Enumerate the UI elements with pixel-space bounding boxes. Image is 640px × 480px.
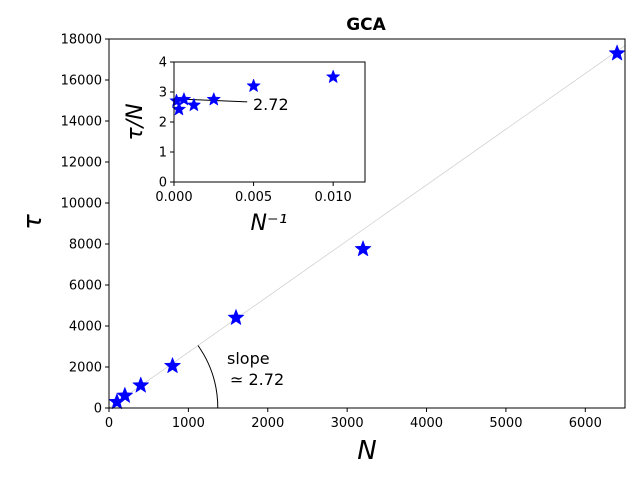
- data-point-2: [131, 376, 150, 393]
- inset-x-ticks: 0.000 0.005 0.010: [155, 182, 352, 205]
- slope-label: slope: [227, 349, 270, 368]
- y-tick-label: 0: [94, 402, 102, 417]
- main-x-ticks: 0 1000 2000 3000 4000 5000 6000: [105, 408, 602, 431]
- inset-y-tick-label: 3: [159, 86, 167, 101]
- x-tick-label: 2000: [251, 416, 284, 431]
- data-point-4: [227, 308, 245, 326]
- inset-x-tick-label: 0.005: [235, 190, 272, 205]
- inset-data-point-4: [206, 91, 222, 106]
- chart-title: GCA: [346, 15, 386, 35]
- inset-value-label: 2.72: [253, 95, 289, 114]
- inset-data-points: [169, 69, 341, 116]
- inset-data-point-6: [325, 69, 341, 84]
- data-point-3: [163, 356, 182, 374]
- y-tick-label: 4000: [69, 320, 102, 335]
- inset-data-point-3: [186, 97, 202, 112]
- inset-y-tick-label: 0: [159, 176, 167, 191]
- main-data-points: [108, 44, 626, 410]
- inset-y-ticks: 0 1 2 3 4: [159, 56, 174, 191]
- inset-y-axis-label: τ/N: [123, 103, 148, 140]
- y-tick-label: 8000: [69, 238, 102, 253]
- slope-value-label: ≃ 2.72: [230, 370, 284, 389]
- inset-y-tick-label: 4: [159, 56, 167, 71]
- fit-line-path: [108, 45, 626, 409]
- x-tick-label: 5000: [489, 416, 522, 431]
- y-tick-label: 18000: [61, 33, 102, 48]
- main-plot-frame: [108, 38, 626, 409]
- inset-background: [174, 62, 365, 182]
- x-tick-label: 4000: [410, 416, 443, 431]
- slope-annotation: slope ≃ 2.72: [197, 345, 284, 409]
- inset-y-tick-label: 2: [159, 116, 167, 131]
- data-point-1: [116, 386, 134, 404]
- y-tick-label: 10000: [61, 197, 102, 212]
- y-tick-label: 2000: [69, 361, 102, 376]
- inset-data-point-2: [176, 91, 192, 106]
- y-tick-label: 14000: [61, 115, 102, 130]
- inset-data-point-5: [246, 78, 261, 93]
- y-axis-label: τ: [18, 214, 48, 230]
- y-tick-label: 16000: [61, 74, 102, 89]
- x-tick-label: 0: [105, 416, 113, 431]
- x-axis-label: N: [357, 436, 376, 466]
- inset-y-tick-label: 1: [159, 146, 167, 161]
- inset-x-axis-label: N⁻¹: [251, 211, 288, 236]
- y-tick-label: 12000: [61, 156, 102, 171]
- x-tick-label: 3000: [331, 416, 364, 431]
- y-tick-label: 6000: [69, 279, 102, 294]
- inset-x-tick-label: 0.010: [315, 190, 352, 205]
- x-tick-label: 1000: [172, 416, 205, 431]
- inset-chart: 2.72 0.000 0.005 0.010 0 1 2 3 4 N⁻¹ τ/N: [123, 56, 366, 236]
- fit-line: [108, 45, 626, 409]
- data-point-6: [608, 44, 626, 61]
- inset-x-tick-label: 0.000: [155, 190, 192, 205]
- x-tick-label: 6000: [569, 416, 602, 431]
- slope-arc: [197, 345, 219, 409]
- main-y-ticks: 0 2000 4000 6000 8000 10000 12000 14000 16000 180…: [61, 33, 109, 417]
- data-point-5: [354, 239, 372, 257]
